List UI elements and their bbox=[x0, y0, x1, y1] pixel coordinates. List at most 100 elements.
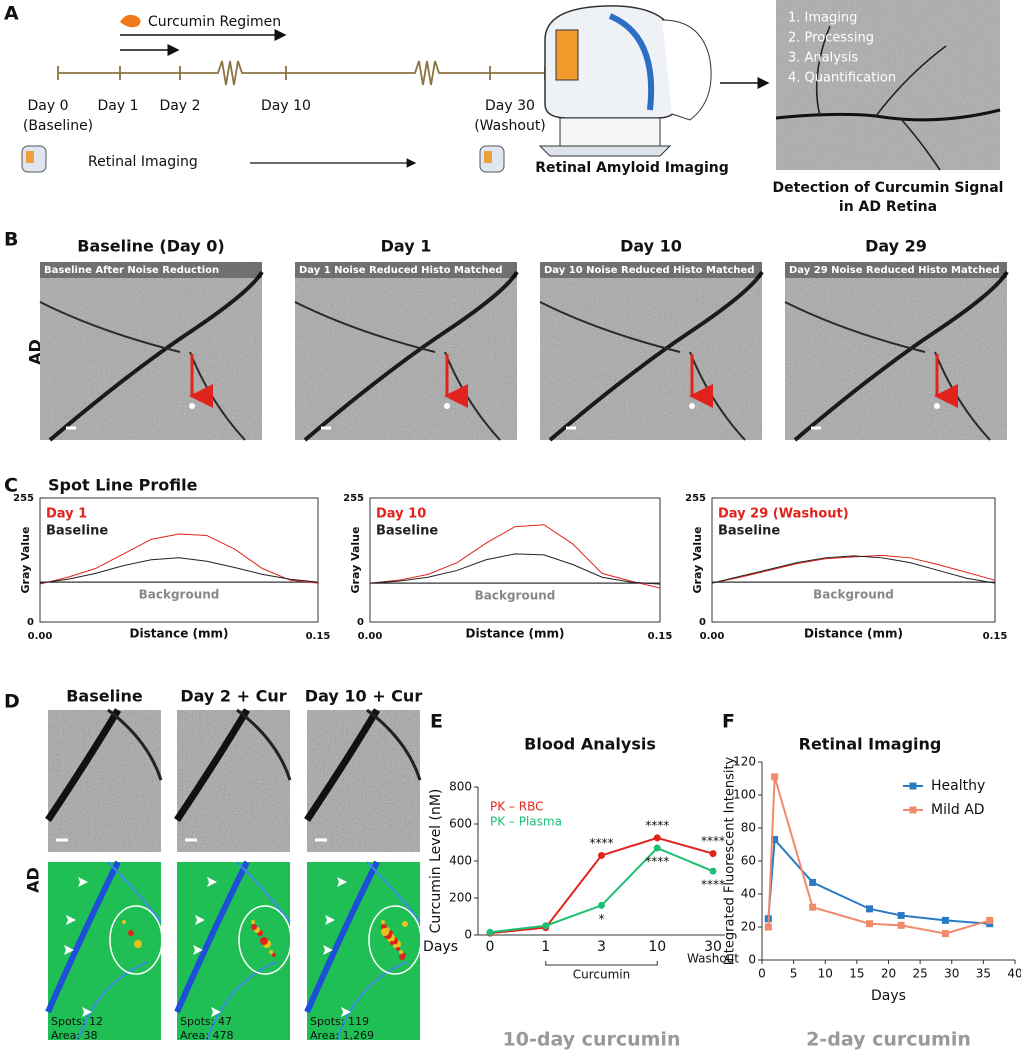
legend-box bbox=[897, 770, 1007, 826]
vessel bbox=[366, 708, 422, 781]
arrowhead bbox=[337, 877, 347, 887]
point bbox=[771, 773, 779, 781]
vessel-map bbox=[206, 861, 291, 1041]
x-tick-label: 0.00 bbox=[358, 631, 383, 642]
imaging-icon bbox=[21, 145, 505, 173]
vessel bbox=[793, 270, 1009, 442]
caption-bg bbox=[295, 262, 517, 278]
detection-caption: Detection of Curcumin Signal bbox=[773, 180, 1004, 196]
image-title: Day 10 bbox=[620, 237, 682, 256]
spot bbox=[272, 953, 276, 957]
x-tick-label: 30 bbox=[704, 939, 722, 955]
legend-label: Mild AD bbox=[931, 802, 985, 818]
vessel-map bbox=[77, 861, 162, 1041]
x-tick-label: 3 bbox=[597, 939, 606, 955]
image-grain bbox=[540, 262, 762, 440]
spot bbox=[393, 944, 397, 948]
spots-stat: Spots: 12 bbox=[51, 1015, 103, 1028]
y-tick-label: 20 bbox=[741, 920, 756, 934]
series-line bbox=[767, 837, 990, 925]
vessel bbox=[303, 270, 519, 442]
y-tick-label: 600 bbox=[449, 817, 472, 831]
x-axis-label: Distance (mm) bbox=[130, 627, 229, 641]
legend-label: PK – RBC bbox=[490, 800, 543, 814]
x-axis-label: Distance (mm) bbox=[466, 627, 565, 641]
point bbox=[486, 928, 494, 936]
chart-caption: 2-day curcumin bbox=[806, 1029, 971, 1051]
arrowhead bbox=[64, 945, 74, 955]
spot bbox=[390, 941, 394, 945]
vessel-map bbox=[336, 861, 421, 1041]
image-title: Day 10 + Cur bbox=[305, 687, 423, 706]
arrowhead bbox=[211, 1007, 221, 1017]
chart: 0 255 0.00 0.15 Distance (mm) Gray Value Backg… bbox=[685, 493, 1007, 642]
image-caption: Day 29 Noise Reduced Histo Matched bbox=[789, 265, 999, 276]
arrowhead bbox=[341, 1007, 351, 1017]
x-axis-label: Days bbox=[871, 988, 906, 1004]
point bbox=[764, 923, 772, 931]
detection-caption: in AD Retina bbox=[839, 199, 937, 215]
x-tick-label: 0.15 bbox=[306, 631, 331, 642]
arrowhead bbox=[325, 915, 335, 925]
image-title: Baseline bbox=[66, 687, 143, 706]
legend-marker bbox=[909, 782, 917, 790]
series-line bbox=[39, 533, 319, 585]
row-label: AD bbox=[26, 339, 45, 365]
legend-label: Baseline bbox=[718, 524, 780, 539]
area-stat: Area: 38 bbox=[51, 1029, 98, 1042]
vessel bbox=[539, 301, 746, 441]
point bbox=[866, 905, 874, 913]
arrowhead bbox=[323, 945, 333, 955]
legend-label: Day 10 bbox=[376, 507, 426, 522]
legend-marker bbox=[909, 806, 917, 814]
vessel bbox=[784, 301, 991, 441]
arrowhead bbox=[82, 1007, 92, 1017]
spots-stat: Spots: 119 bbox=[310, 1015, 369, 1028]
group-label: Washout bbox=[687, 952, 739, 966]
x-tick-label: 0.00 bbox=[28, 631, 53, 642]
timeline-label: Day 2 bbox=[159, 98, 200, 114]
point bbox=[598, 851, 605, 859]
vessel bbox=[39, 301, 246, 441]
point bbox=[653, 834, 661, 842]
significance: **** bbox=[590, 836, 614, 850]
x-tick-label: 0 bbox=[486, 939, 495, 955]
point bbox=[598, 901, 605, 909]
y-tick-label: 400 bbox=[449, 854, 472, 868]
imaging-label: Retinal Imaging bbox=[88, 154, 198, 170]
step: 3. Analysis bbox=[788, 51, 858, 66]
y-axis-label: Gray Value bbox=[19, 527, 32, 594]
x-tick-label: 5 bbox=[790, 967, 798, 981]
panel-b: AD Baseline (Day 0) Baseline After Noise … bbox=[26, 237, 1009, 442]
image-caption: Day 10 Noise Reduced Histo Matched bbox=[544, 265, 754, 276]
spot bbox=[399, 954, 405, 960]
x-tick-label: 35 bbox=[976, 967, 991, 981]
point bbox=[542, 922, 550, 930]
chart-caption: 10-day curcumin bbox=[503, 1029, 681, 1051]
significance: **** bbox=[645, 855, 669, 869]
x-tick-label: 25 bbox=[912, 967, 927, 981]
series-line bbox=[711, 554, 996, 584]
arrowhead bbox=[66, 915, 76, 925]
regimen-label: Curcumin Regimen bbox=[148, 14, 281, 30]
plot-frame bbox=[39, 497, 319, 623]
spot bbox=[251, 924, 257, 930]
spot bbox=[134, 940, 142, 948]
spot bbox=[381, 920, 385, 924]
vessel bbox=[304, 708, 381, 822]
significance: **** bbox=[645, 818, 669, 832]
image-grain bbox=[785, 262, 1007, 440]
image-title: Day 1 bbox=[381, 237, 432, 256]
image-title: Day 29 bbox=[865, 237, 927, 256]
x-axis-label: Distance (mm) bbox=[804, 627, 903, 641]
vessel bbox=[294, 301, 501, 441]
vessel-map bbox=[174, 860, 250, 1014]
panel-label: A bbox=[4, 3, 19, 25]
point bbox=[809, 903, 817, 911]
plot-frame bbox=[369, 497, 661, 623]
panel-label: D bbox=[4, 691, 20, 713]
legend-label: Day 29 (Washout) bbox=[718, 507, 849, 522]
point bbox=[709, 867, 717, 875]
